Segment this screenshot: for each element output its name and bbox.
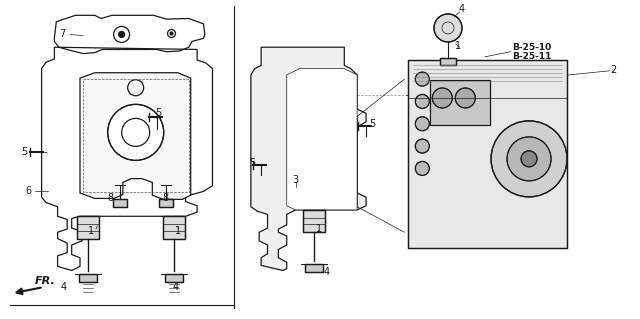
Bar bbox=[113, 198, 127, 207]
Text: 1: 1 bbox=[454, 41, 461, 51]
Text: 4: 4 bbox=[61, 282, 67, 292]
Circle shape bbox=[415, 94, 429, 108]
Text: 7: 7 bbox=[60, 29, 66, 40]
Text: 2: 2 bbox=[610, 64, 616, 75]
Circle shape bbox=[170, 32, 173, 35]
Bar bbox=[430, 80, 490, 125]
Circle shape bbox=[415, 139, 429, 153]
Text: 8: 8 bbox=[162, 193, 168, 203]
Circle shape bbox=[415, 72, 429, 86]
Text: 1: 1 bbox=[175, 226, 181, 236]
Polygon shape bbox=[251, 47, 366, 271]
Text: 5: 5 bbox=[156, 108, 162, 118]
Bar bbox=[430, 80, 490, 125]
Text: B-25-10: B-25-10 bbox=[512, 43, 551, 52]
Bar bbox=[113, 198, 127, 207]
Circle shape bbox=[415, 161, 429, 175]
Text: 5: 5 bbox=[250, 158, 256, 168]
Bar bbox=[303, 210, 324, 232]
Bar bbox=[440, 58, 456, 65]
Bar bbox=[163, 216, 185, 239]
Bar bbox=[303, 210, 324, 232]
Text: 3: 3 bbox=[292, 175, 299, 185]
Bar bbox=[408, 60, 567, 248]
Bar bbox=[165, 274, 183, 282]
Text: FR.: FR. bbox=[35, 277, 56, 286]
Text: 8: 8 bbox=[107, 193, 113, 203]
Text: 1: 1 bbox=[316, 224, 322, 234]
Bar bbox=[408, 60, 567, 248]
Text: 6: 6 bbox=[26, 186, 32, 196]
Bar bbox=[79, 274, 97, 282]
Circle shape bbox=[434, 14, 462, 42]
Bar bbox=[159, 198, 173, 207]
Bar bbox=[305, 264, 323, 272]
Circle shape bbox=[491, 121, 567, 197]
Bar bbox=[305, 264, 323, 272]
Text: 4: 4 bbox=[173, 282, 179, 292]
Circle shape bbox=[521, 151, 537, 167]
Polygon shape bbox=[287, 69, 357, 210]
Bar bbox=[159, 198, 173, 207]
Bar bbox=[79, 274, 97, 282]
Text: 5: 5 bbox=[21, 147, 28, 158]
Circle shape bbox=[455, 88, 476, 108]
Text: 5: 5 bbox=[369, 119, 376, 129]
Bar bbox=[83, 79, 189, 192]
Bar bbox=[163, 216, 185, 239]
Bar bbox=[77, 216, 99, 239]
Text: 1: 1 bbox=[88, 226, 94, 236]
Polygon shape bbox=[80, 73, 191, 199]
Text: 4: 4 bbox=[323, 267, 330, 277]
Circle shape bbox=[433, 88, 452, 108]
Circle shape bbox=[507, 137, 551, 181]
Text: B-25-11: B-25-11 bbox=[512, 52, 552, 61]
Circle shape bbox=[108, 104, 164, 160]
Circle shape bbox=[118, 32, 125, 37]
Circle shape bbox=[415, 117, 429, 131]
Bar bbox=[165, 274, 183, 282]
Bar bbox=[440, 58, 456, 65]
Bar bbox=[77, 216, 99, 239]
Text: 4: 4 bbox=[459, 4, 465, 14]
